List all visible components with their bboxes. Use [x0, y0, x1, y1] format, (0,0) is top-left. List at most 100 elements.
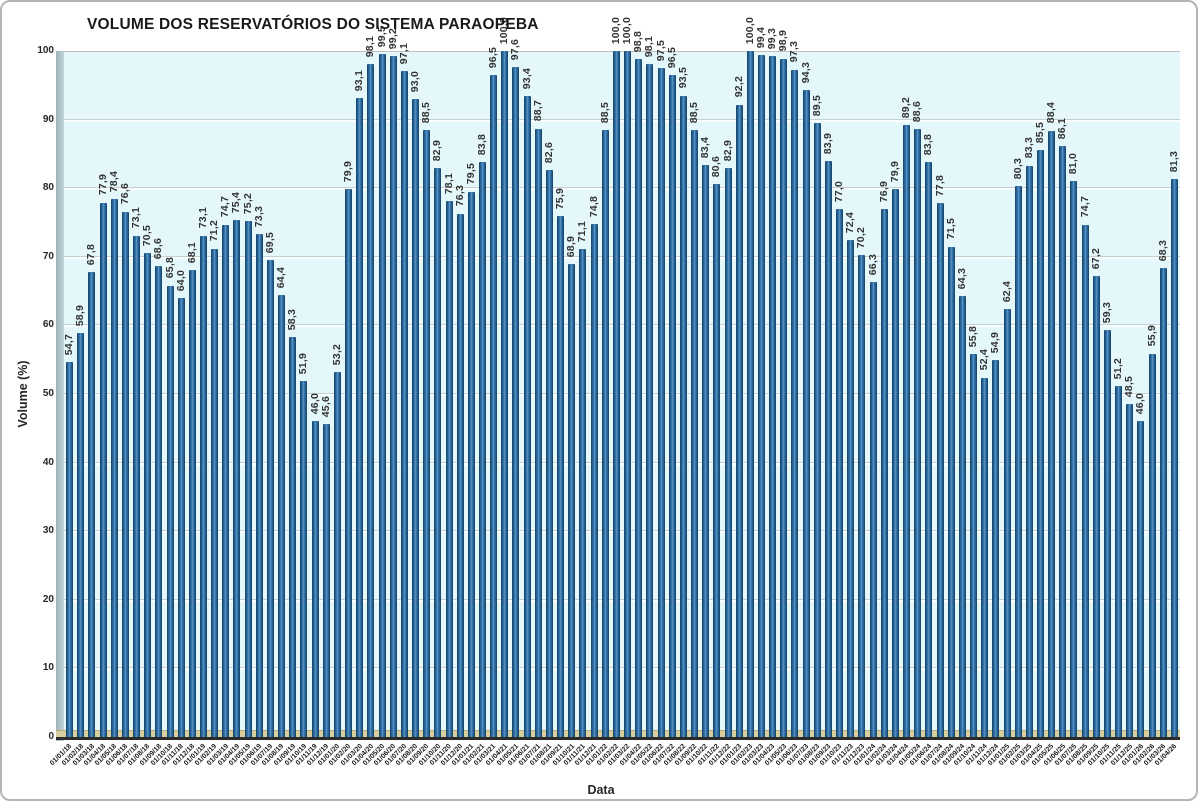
bar	[434, 168, 442, 737]
bar-value-label: 64,0	[174, 269, 187, 291]
bar-value-label: 75,4	[230, 191, 243, 213]
bar	[590, 223, 598, 737]
bar	[110, 199, 118, 737]
bar	[77, 332, 85, 737]
bar-value-label: 71,5	[944, 218, 957, 240]
bar-value-label: 81,3	[1167, 151, 1180, 173]
bar-value-label: 96,5	[487, 46, 500, 69]
bar-value-label: 82,9	[721, 140, 734, 162]
bar	[300, 380, 308, 737]
bar	[970, 354, 978, 737]
bar-value-label: 78,4	[107, 170, 120, 193]
bar-value-label: 71,2	[208, 220, 221, 242]
bar	[746, 51, 754, 737]
bar	[824, 161, 832, 737]
bar	[813, 123, 821, 737]
bar-value-label: 62,4	[1000, 280, 1013, 302]
bar	[222, 224, 230, 737]
bar	[713, 184, 721, 737]
bar	[200, 235, 207, 737]
bar	[445, 201, 453, 737]
bar-value-label: 55,9	[1145, 325, 1158, 347]
bar-value-label: 97,3	[788, 41, 801, 63]
bar	[266, 260, 274, 737]
bar	[769, 55, 777, 737]
bar-value-label: 67,8	[85, 243, 98, 265]
bar	[802, 90, 810, 737]
bar-value-label: 64,3	[955, 267, 968, 289]
bar	[144, 253, 152, 737]
bar	[400, 70, 408, 737]
bar-value-label: 88,7	[531, 100, 544, 122]
bar-value-label: 80,3	[1011, 157, 1024, 180]
y-tick-label: 0	[48, 731, 54, 742]
bar	[133, 235, 141, 737]
bar	[356, 98, 364, 737]
bar-value-label: 45,6	[319, 395, 332, 418]
bar	[479, 162, 486, 737]
axis-wall	[56, 51, 64, 741]
bar-value-label: 96,5	[665, 46, 678, 69]
bar	[992, 360, 1000, 737]
bar-value-label: 81,0	[1067, 153, 1080, 175]
bar	[691, 129, 699, 737]
bar-value-label: 55,8	[967, 325, 980, 348]
bar-value-label: 97,5	[654, 39, 667, 62]
bar	[378, 54, 386, 737]
bar	[211, 248, 219, 737]
bar-value-label: 83,9	[821, 133, 834, 155]
bar-value-label: 93,5	[676, 67, 689, 89]
bar	[121, 211, 129, 737]
chart-title: VOLUME DOS RESERVATÓRIOS DO SISTEMA PARA…	[87, 16, 539, 33]
bar	[1025, 165, 1033, 737]
bar-value-label: 53,2	[330, 343, 343, 366]
bar	[1170, 179, 1178, 737]
bar	[155, 266, 163, 737]
bar	[1092, 276, 1100, 737]
bar-value-label: 88,5	[688, 101, 701, 123]
bar	[1003, 308, 1011, 737]
gridline	[64, 461, 1180, 465]
bar	[545, 170, 553, 737]
gridline	[64, 530, 1180, 534]
bar	[791, 69, 799, 737]
bar-value-label: 51,9	[297, 352, 310, 374]
y-tick-label: 100	[37, 45, 54, 56]
bar	[579, 249, 587, 737]
y-tick-label: 10	[42, 662, 54, 674]
bar	[869, 282, 877, 737]
bar-value-label: 74,7	[1078, 196, 1091, 218]
bar	[601, 129, 609, 737]
y-tick-label: 80	[42, 182, 54, 194]
bar	[244, 221, 252, 737]
bar	[758, 55, 765, 737]
bar-value-label: 93,4	[520, 68, 533, 90]
y-tick-label: 30	[42, 525, 54, 537]
bar	[423, 129, 431, 737]
bar-value-label: 73,3	[252, 205, 265, 228]
bar-value-label: 71,1	[576, 221, 589, 243]
bar-value-label: 79,5	[464, 163, 477, 185]
bar	[936, 203, 944, 737]
bar-value-label: 46,0	[308, 393, 321, 415]
bar	[646, 64, 654, 737]
bar	[367, 64, 375, 737]
bar-value-label: 70,2	[855, 227, 868, 249]
bar-value-label: 54,7	[63, 333, 76, 355]
gridline	[64, 255, 1180, 259]
bar-value-label: 85,5	[1034, 122, 1046, 144]
bar	[836, 208, 844, 737]
bar	[847, 240, 855, 737]
bar-value-label: 86,1	[1056, 118, 1069, 140]
bar	[1103, 330, 1111, 737]
bar	[903, 125, 911, 737]
bar	[612, 51, 620, 737]
bar-value-label: 77,9	[96, 174, 109, 196]
bar	[880, 209, 888, 737]
bar-value-label: 82,9	[431, 140, 444, 162]
bar	[512, 67, 520, 737]
bar-value-label: 58,3	[286, 308, 299, 331]
bar	[635, 59, 643, 737]
bar-value-label: 83,8	[922, 133, 935, 156]
